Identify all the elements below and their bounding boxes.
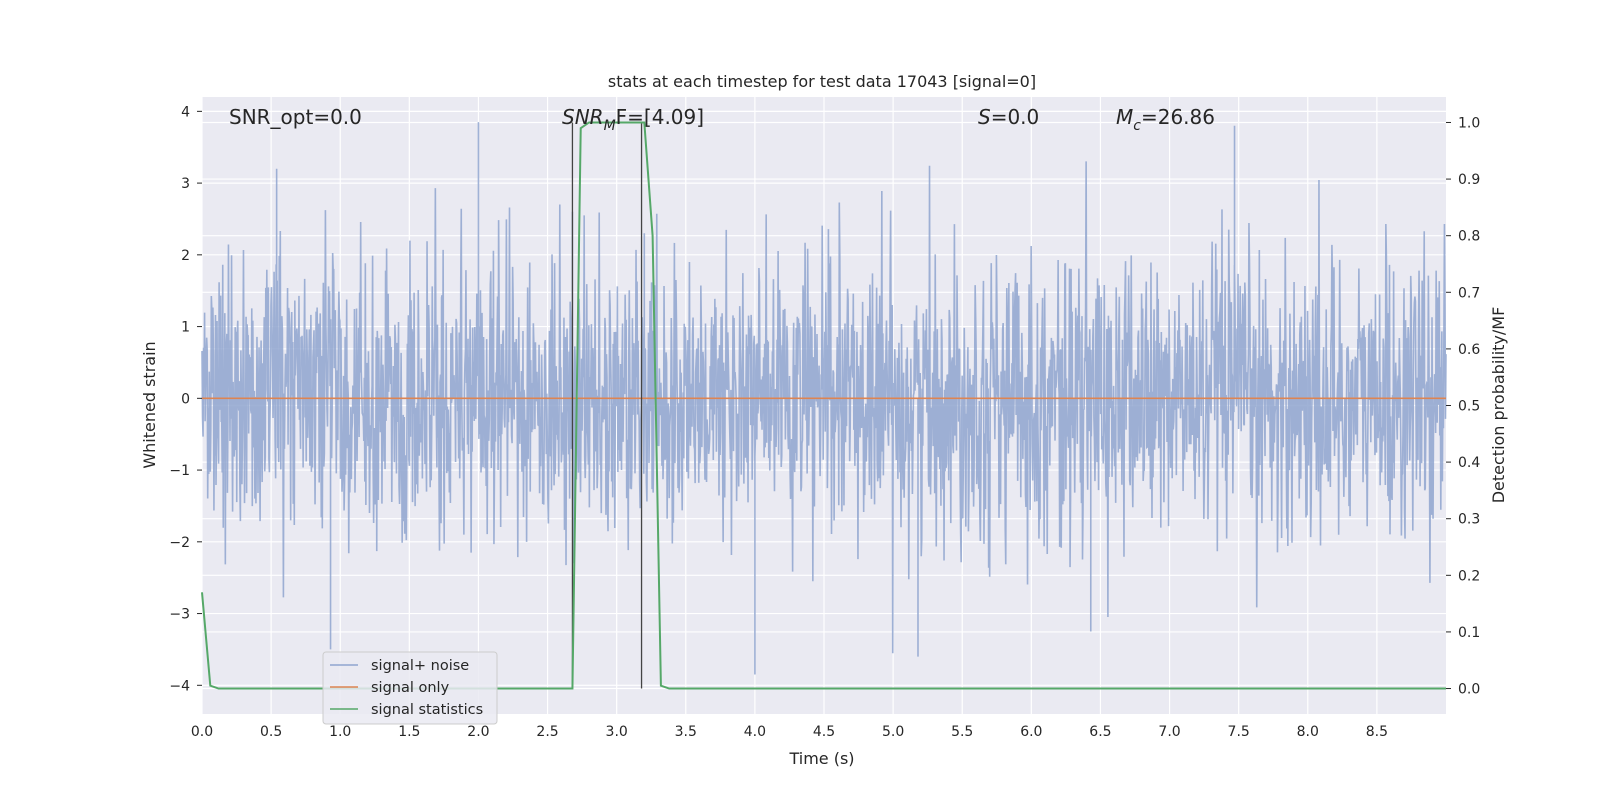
y-axis-title: Whitened strain — [140, 341, 159, 468]
y-tick-label: −3 — [169, 607, 190, 623]
x-tick-label: 1.5 — [398, 724, 420, 740]
annotation-snr-opt: SNR_opt=0.0 — [229, 105, 362, 129]
x-tick-label: 8.5 — [1366, 724, 1388, 740]
x-tick-label: 2.5 — [536, 724, 558, 740]
chart-title: stats at each timestep for test data 170… — [608, 72, 1036, 91]
y-tick-label: −4 — [169, 678, 190, 694]
legend-label-signal-statistics: signal statistics — [371, 702, 483, 718]
x-tick-label: 3.0 — [606, 724, 628, 740]
series-line-signal-statistics — [201, 121, 1446, 690]
y2-tick-label: 0.0 — [1458, 682, 1480, 698]
annotation-s: S=0.0 — [978, 105, 1039, 129]
y2-tick-label: 0.8 — [1458, 229, 1480, 245]
x-tick-label: 6.0 — [1020, 724, 1042, 740]
x-tick-label: 3.5 — [675, 724, 697, 740]
y-tick-label: 4 — [181, 104, 190, 120]
legend-box — [322, 651, 498, 725]
annotation-snr-mf: SNRMF=[4.09] — [562, 105, 704, 134]
x-tick-label: 0.5 — [260, 724, 282, 740]
y2-tick-label: 0.6 — [1458, 342, 1480, 358]
y2-tick-label: 0.7 — [1458, 285, 1480, 301]
x-tick-label: 6.5 — [1089, 724, 1111, 740]
x-tick-label: 8.0 — [1297, 724, 1319, 740]
y2-tick-label: 0.9 — [1458, 172, 1480, 188]
legend-label-noise: signal+ noise — [371, 658, 469, 674]
y2-tick-label: 0.2 — [1458, 568, 1480, 584]
y2-tick-label: 1.0 — [1458, 115, 1480, 131]
snr-mf-variable: SNR — [562, 105, 604, 129]
legend-label-signal-only: signal only — [371, 680, 450, 696]
x-tick-label: 0.0 — [191, 724, 213, 740]
signal-statistics-series — [201, 121, 1446, 690]
s-variable: S — [978, 105, 991, 129]
s-rest: =0.0 — [991, 105, 1040, 129]
mc-variable: M — [1116, 105, 1133, 129]
annotation-mc: Mc=26.86 — [1116, 105, 1215, 134]
legend: signal+ noise signal only signal statist… — [322, 651, 498, 725]
x-tick-label: 2.0 — [467, 724, 489, 740]
x-axis-title: Time (s) — [788, 749, 854, 768]
x-tick-label: 7.5 — [1228, 724, 1250, 740]
x-tick-label: 5.5 — [951, 724, 973, 740]
snr-mf-rest: F=[4.09] — [616, 105, 704, 129]
y2-tick-label: 0.4 — [1458, 455, 1480, 471]
vertical-markers — [571, 122, 643, 689]
snr-mf-subscript: M — [604, 118, 616, 134]
x-tick-label: 4.0 — [744, 724, 766, 740]
y2-tick-label: 0.1 — [1458, 625, 1480, 641]
y-tick-label: −2 — [169, 535, 190, 551]
x-tick-label: 7.0 — [1158, 724, 1180, 740]
y-tick-label: 3 — [181, 176, 190, 192]
y-tick-label: −1 — [169, 463, 190, 479]
x-tick-label: 5.0 — [882, 724, 904, 740]
mc-rest: =26.86 — [1141, 105, 1215, 129]
x-axis: 0.0 0.5 1.0 1.5 2.0 2.5 3.0 3.5 4.0 4.5 5.0 5.5 6.0 6… — [191, 724, 1388, 740]
y-axis-left: −4 −3 −2 −1 0 1 2 3 4 — [169, 104, 202, 694]
x-tick-label: 4.5 — [813, 724, 835, 740]
y-tick-label: 0 — [181, 391, 190, 407]
y-tick-label: 1 — [181, 320, 190, 336]
y-axis-right: 0.0 0.1 0.2 0.3 0.4 0.5 0.6 0.7 0.8 0.9 1.0 — [1446, 115, 1480, 698]
y-tick-label: 2 — [181, 248, 190, 264]
y2-tick-label: 0.3 — [1458, 512, 1480, 528]
x-tick-label: 1.0 — [329, 724, 351, 740]
mc-subscript: c — [1133, 118, 1141, 134]
y2-axis-title: Detection probability/MF — [1489, 307, 1508, 504]
y2-tick-label: 0.5 — [1458, 399, 1480, 415]
